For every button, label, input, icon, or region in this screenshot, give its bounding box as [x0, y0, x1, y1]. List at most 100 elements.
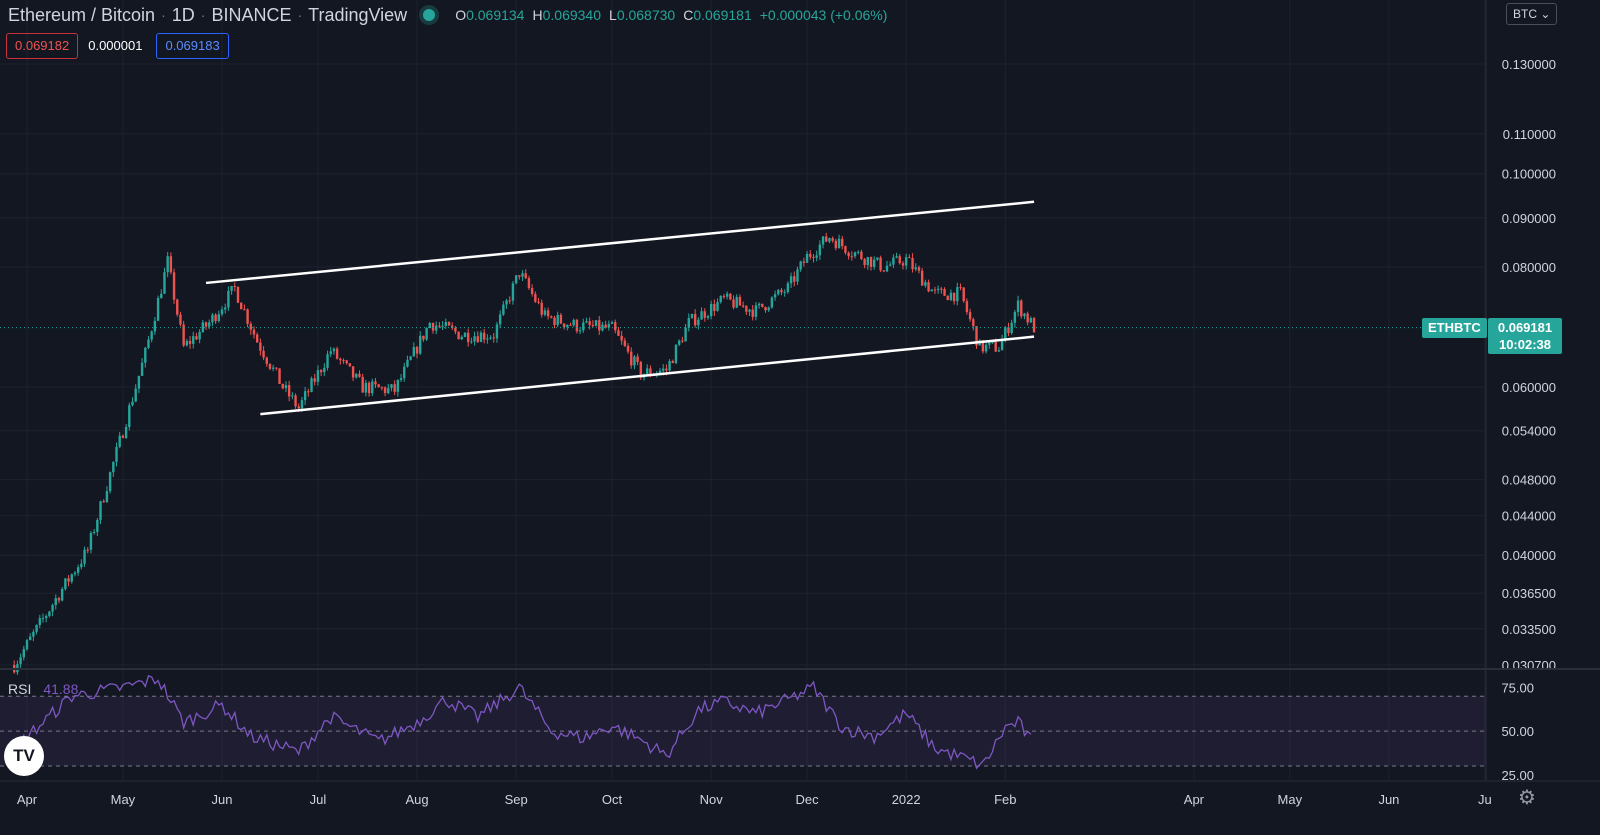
candle-body — [300, 400, 304, 409]
candle-body — [585, 321, 588, 323]
candle-body — [121, 435, 125, 438]
x-tick-label: Sep — [505, 792, 528, 807]
sell-price-button[interactable]: 0.069182 — [6, 33, 79, 59]
candle-body — [25, 640, 29, 650]
platform-label: TradingView — [308, 4, 408, 25]
candle-body — [319, 370, 323, 373]
candle-body — [236, 286, 240, 303]
rsi-legend[interactable]: RSI 41.88 — [8, 681, 78, 697]
candle-body — [818, 244, 822, 256]
interval-label[interactable]: 1D — [171, 4, 195, 25]
candle-body — [172, 272, 176, 300]
candle-body — [124, 427, 128, 438]
candle-body — [687, 317, 690, 328]
candle-body — [885, 265, 889, 272]
candle-body — [725, 293, 729, 297]
rsi-band — [0, 696, 1486, 767]
buy-price-button[interactable]: 0.069183 — [156, 33, 229, 59]
candle-body — [697, 319, 700, 326]
candle-body — [1020, 300, 1023, 317]
candle-body — [291, 395, 294, 397]
candle-body — [220, 309, 224, 315]
candle-body — [1013, 311, 1017, 323]
candle-body — [137, 375, 141, 389]
y-tick-label: 0.036500 — [1502, 586, 1556, 601]
exchange-label: BINANCE — [211, 4, 292, 25]
candle-body — [834, 240, 838, 249]
candle-body — [73, 572, 77, 575]
candle-body — [390, 384, 393, 388]
candle-body — [959, 287, 962, 289]
candle-body — [614, 322, 617, 331]
candle-body — [28, 636, 32, 641]
candle-body — [892, 257, 895, 265]
x-tick-label: Feb — [994, 792, 1016, 807]
candle-body — [850, 256, 854, 258]
candle-body — [917, 267, 921, 271]
separator: · — [200, 7, 206, 23]
candle-body — [994, 341, 997, 352]
candle-body — [208, 322, 211, 327]
candle-body — [387, 387, 390, 394]
candle-body — [335, 348, 339, 359]
candle-body — [956, 287, 959, 302]
y-tick-label: 0.130000 — [1502, 57, 1556, 72]
candle-body — [422, 335, 425, 340]
candle-body — [108, 472, 112, 492]
candle-body — [965, 301, 969, 313]
symbol-title[interactable]: Ethereum / Bitcoin — [8, 4, 156, 25]
candle-body — [914, 267, 917, 270]
candle-body — [639, 362, 643, 378]
candle-body — [924, 282, 927, 286]
candle-body — [847, 252, 850, 257]
candle-body — [681, 340, 684, 342]
candle-body — [188, 340, 192, 344]
channel-top-trendline[interactable] — [205, 200, 1035, 285]
candle-body — [626, 345, 630, 352]
candle-body — [211, 314, 214, 323]
candle-body — [217, 314, 221, 322]
candle-body — [713, 304, 716, 311]
candle-body — [224, 307, 227, 310]
candle-body — [367, 382, 371, 394]
candle-body — [952, 292, 956, 302]
rsi-line — [14, 674, 1032, 770]
candle-body — [233, 286, 237, 288]
candle-body — [898, 256, 901, 264]
live-dot-icon — [423, 9, 436, 21]
candle-body — [96, 519, 99, 532]
candle-body — [796, 269, 799, 282]
candle-body — [729, 293, 732, 300]
candle-body — [546, 310, 550, 317]
candle-body — [553, 317, 556, 326]
candle-body — [22, 649, 26, 658]
candle-body — [1007, 327, 1010, 334]
channel-bottom-trendline[interactable] — [260, 335, 1035, 416]
candle-body — [147, 339, 150, 348]
candle-body — [684, 327, 687, 342]
candle-body — [118, 435, 121, 447]
candle-body — [1000, 339, 1004, 351]
candle-body — [505, 300, 508, 305]
candle-body — [345, 360, 348, 364]
candle-body — [662, 368, 665, 371]
candle-body — [64, 578, 67, 590]
candle-body — [904, 257, 908, 266]
currency-selector[interactable]: BTC ⌄ — [1506, 3, 1558, 25]
candle-body — [393, 384, 396, 392]
trendlines[interactable] — [205, 200, 1035, 416]
candle-body — [444, 322, 448, 326]
candle-body — [690, 314, 694, 318]
candle-body — [569, 324, 572, 326]
y-tick-label: 0.044000 — [1502, 509, 1556, 524]
candle-body — [460, 336, 463, 340]
candle-body — [1029, 318, 1033, 323]
candle-body — [895, 256, 898, 258]
gear-icon[interactable]: ⚙ — [1518, 787, 1536, 809]
candle-body — [582, 322, 585, 331]
low-key: L — [609, 7, 617, 23]
candle-body — [825, 236, 828, 242]
tradingview-logo-icon[interactable]: TV — [4, 736, 44, 776]
candle-body — [479, 332, 483, 342]
